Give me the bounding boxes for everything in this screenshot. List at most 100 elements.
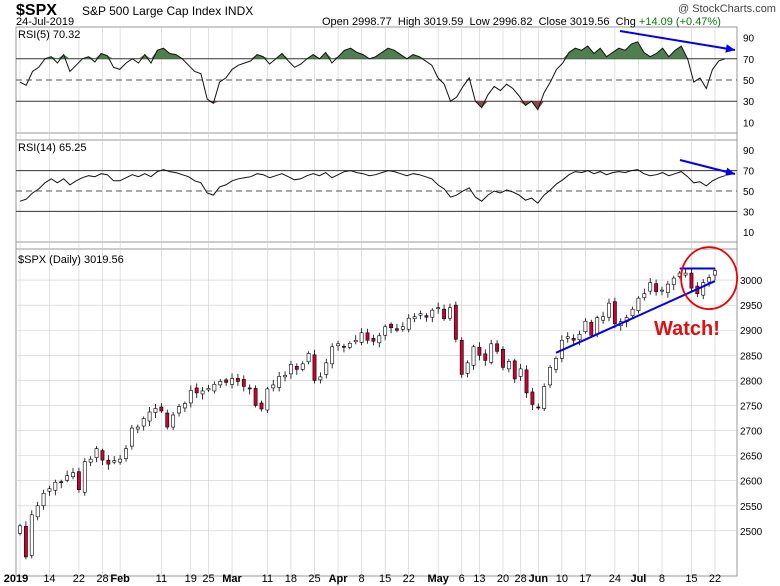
price-tick-label: 2800 bbox=[740, 376, 763, 387]
candle-body bbox=[359, 332, 364, 343]
candle-body bbox=[130, 427, 134, 447]
candle-body bbox=[489, 343, 494, 363]
candle-body bbox=[442, 308, 446, 320]
rsi5-overbought-fill bbox=[151, 48, 183, 59]
candle-body bbox=[212, 384, 217, 392]
candle-body bbox=[306, 353, 311, 363]
candle-body bbox=[583, 320, 588, 333]
rsi14-tick-label: 10 bbox=[743, 228, 755, 239]
candle-body bbox=[171, 414, 176, 428]
x-tick-label: 22 bbox=[709, 573, 721, 585]
candle-body bbox=[277, 376, 282, 388]
price-tick-label: 2950 bbox=[740, 301, 763, 312]
x-tick-label: 25 bbox=[202, 573, 214, 585]
candle-body bbox=[336, 343, 340, 347]
support-trendline bbox=[555, 280, 716, 354]
candle-body bbox=[353, 339, 358, 343]
rsi5-divergence-arrow bbox=[619, 30, 736, 51]
low-value: 2996.82 bbox=[492, 16, 533, 28]
chart-frame bbox=[15, 26, 738, 577]
candle-body bbox=[665, 283, 670, 293]
x-tick-label: 13 bbox=[473, 573, 485, 585]
open-label: Open bbox=[322, 16, 349, 28]
axis-layer: 10 30 50 70 90 10 30 50 70 90 2500 2550 2600 2650 2700… bbox=[4, 34, 763, 585]
rsi14-divergence-arrow bbox=[679, 159, 736, 175]
security-name-text: S&P 500 Large Cap Index bbox=[82, 4, 222, 18]
x-tick-label: 11 bbox=[156, 573, 167, 585]
candle-body bbox=[389, 323, 393, 329]
x-tick-label: 2019 bbox=[4, 573, 28, 585]
x-tick-label: 18 bbox=[285, 573, 297, 585]
x-tick-label: Jun bbox=[529, 573, 549, 585]
grid-layer bbox=[15, 26, 738, 577]
candle-body bbox=[253, 388, 258, 406]
rsi5-panel bbox=[16, 41, 737, 111]
x-tick-label: Mar bbox=[222, 573, 242, 585]
candle-body bbox=[683, 272, 688, 276]
price-tick-label: 2550 bbox=[740, 502, 763, 513]
rsi14-panel bbox=[16, 169, 737, 212]
rsi5-tick-label: 70 bbox=[743, 55, 755, 66]
candle-body bbox=[65, 475, 70, 481]
price-legend: $SPX (Daily) 3019.56 bbox=[18, 254, 124, 266]
rsi5-overbought-fill bbox=[306, 54, 320, 59]
rsi5-tick-label: 50 bbox=[743, 76, 755, 87]
rsi14-legend: RSI(14) 65.25 bbox=[18, 142, 87, 154]
candle-body bbox=[595, 317, 600, 335]
rsi14-tick-label: 90 bbox=[743, 146, 755, 157]
candle-body bbox=[18, 525, 22, 534]
price-label: $SPX (Daily) bbox=[18, 254, 81, 266]
candle-body bbox=[371, 337, 376, 342]
candle-body bbox=[612, 301, 617, 325]
candle-body bbox=[206, 388, 211, 391]
candle-body bbox=[630, 308, 635, 317]
candle-body bbox=[542, 386, 547, 409]
price-panel bbox=[18, 268, 717, 560]
watch-circle bbox=[680, 246, 739, 310]
rsi5-oversold-fill bbox=[531, 101, 545, 110]
candle-body bbox=[406, 317, 411, 330]
candle-body bbox=[689, 272, 694, 289]
candle-body bbox=[601, 316, 605, 321]
candle-body bbox=[23, 526, 28, 558]
x-tick-label: May bbox=[427, 573, 449, 585]
x-tick-label: 6 bbox=[459, 573, 465, 585]
rsi5-label: RSI(5) bbox=[18, 29, 50, 41]
change-value: +14.09 (+0.47%) bbox=[638, 16, 721, 28]
candle-body bbox=[589, 321, 594, 336]
candle-body bbox=[418, 313, 423, 316]
candle-body bbox=[53, 481, 58, 491]
candle-body bbox=[554, 358, 558, 370]
candle-body bbox=[477, 347, 482, 356]
candle-body bbox=[41, 492, 46, 507]
x-tick-label: 22 bbox=[73, 573, 85, 585]
candle-body bbox=[135, 426, 140, 430]
candle-body bbox=[124, 448, 128, 459]
rsi5-overbought-fill bbox=[250, 54, 270, 59]
candle-body bbox=[400, 326, 405, 330]
candle-body bbox=[88, 458, 93, 463]
candle-body bbox=[194, 387, 199, 394]
candle-body bbox=[200, 390, 205, 395]
candle-body bbox=[607, 302, 611, 318]
x-tick-label: 10 bbox=[556, 573, 568, 585]
rsi14-tick-label: 30 bbox=[743, 207, 755, 218]
rsi14-divergence-arrow-head bbox=[725, 167, 735, 176]
high-label: High bbox=[397, 16, 421, 28]
candle-body bbox=[224, 379, 229, 383]
candle-body bbox=[29, 514, 34, 556]
security-name: S&P 500 Large Cap Index INDX bbox=[82, 4, 253, 18]
rsi5-oversold-fill bbox=[519, 101, 532, 106]
candle-body bbox=[713, 270, 717, 276]
close-label: Close bbox=[538, 16, 567, 28]
rsi5-tick-label: 10 bbox=[743, 118, 755, 129]
x-tick-label: 19 bbox=[185, 573, 197, 585]
candle-body bbox=[530, 391, 535, 405]
candle-body bbox=[642, 293, 647, 298]
candle-body bbox=[294, 366, 299, 370]
candle-body bbox=[707, 277, 712, 283]
candle-body bbox=[524, 369, 529, 394]
rsi5-overbought-fill bbox=[138, 54, 152, 59]
x-tick-label: 20 bbox=[497, 573, 509, 585]
candle-body bbox=[259, 402, 264, 410]
